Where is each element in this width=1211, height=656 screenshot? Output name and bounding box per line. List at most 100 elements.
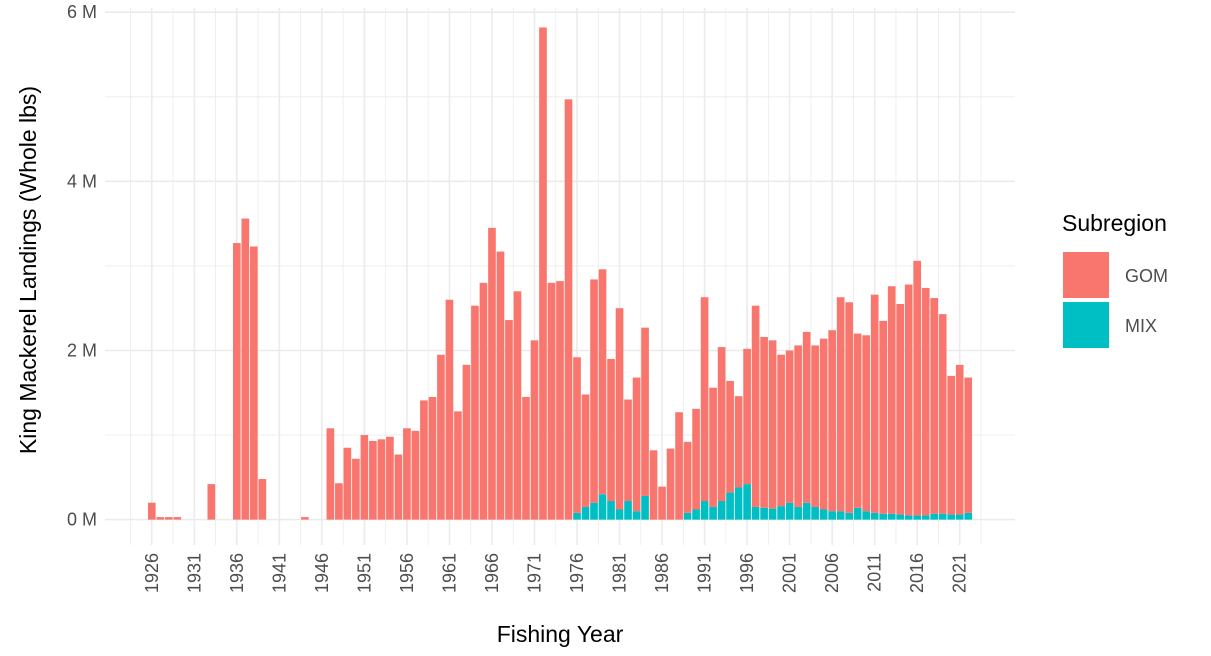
- x-tick-label: 1941: [269, 553, 289, 593]
- bar: [598, 494, 607, 520]
- bar: [471, 305, 479, 520]
- bar: [845, 302, 853, 513]
- y-tick-label: 6 M: [67, 2, 97, 22]
- bar: [675, 412, 683, 520]
- bar: [513, 291, 522, 520]
- bar: [836, 511, 845, 520]
- x-tick-label: 2001: [780, 553, 800, 593]
- bar: [403, 428, 411, 520]
- bar: [505, 320, 513, 520]
- bar: [938, 513, 947, 520]
- bar: [879, 320, 888, 514]
- bar: [904, 284, 913, 516]
- bar: [624, 501, 632, 520]
- bar: [615, 308, 624, 510]
- bar: [607, 501, 615, 520]
- legend-key: [1063, 302, 1109, 348]
- bar: [573, 512, 581, 520]
- bar: [930, 298, 939, 514]
- bar: [462, 364, 471, 520]
- bar: [173, 517, 182, 520]
- bar: [437, 354, 445, 520]
- bar: [777, 354, 785, 507]
- bar: [904, 515, 913, 520]
- bar: [556, 281, 564, 520]
- x-tick-label: 1981: [610, 553, 630, 593]
- bar: [666, 448, 675, 520]
- bar: [394, 454, 403, 520]
- bar: [692, 408, 700, 510]
- bar: [258, 479, 267, 520]
- bar: [853, 507, 862, 520]
- x-tick-label: 1926: [142, 553, 162, 593]
- bar: [896, 514, 905, 520]
- bar: [768, 340, 777, 509]
- bar: [479, 282, 488, 520]
- x-tick-label: 1986: [652, 553, 672, 593]
- bar: [683, 441, 692, 513]
- bar: [709, 506, 717, 520]
- bar: [352, 458, 360, 520]
- bar: [777, 506, 785, 520]
- bar: [564, 99, 573, 520]
- bar: [760, 507, 768, 520]
- bar: [156, 517, 165, 520]
- bar: [207, 484, 216, 520]
- bar: [369, 440, 377, 520]
- bar: [862, 511, 870, 520]
- bar: [785, 502, 794, 520]
- bar: [547, 282, 556, 520]
- bar: [964, 377, 973, 513]
- bar: [632, 511, 641, 520]
- bar: [811, 506, 819, 520]
- bar: [573, 357, 581, 513]
- bar: [887, 513, 896, 520]
- bar: [530, 340, 539, 520]
- x-tick-label: 1991: [695, 553, 715, 593]
- bar: [913, 260, 922, 516]
- bar: [819, 338, 828, 510]
- bar: [726, 492, 734, 520]
- bar: [641, 327, 649, 496]
- bar: [930, 513, 939, 520]
- legend-key: [1063, 252, 1109, 298]
- x-tick-label: 1966: [482, 553, 502, 593]
- bar: [913, 515, 922, 520]
- legend-label: GOM: [1125, 266, 1168, 286]
- bar: [947, 375, 956, 515]
- x-tick-label: 1931: [184, 553, 204, 593]
- bar: [683, 512, 692, 520]
- bar: [522, 397, 530, 520]
- bar: [751, 305, 760, 507]
- bar: [692, 509, 700, 520]
- bar: [726, 380, 734, 493]
- bar: [879, 513, 888, 520]
- bar: [845, 512, 853, 520]
- bar: [785, 350, 794, 503]
- bar: [802, 502, 811, 520]
- bar: [819, 509, 828, 520]
- bar: [947, 514, 956, 520]
- bar: [641, 495, 649, 520]
- x-tick-label: 1976: [567, 553, 587, 593]
- legend-title: Subregion: [1062, 210, 1167, 236]
- bar: [887, 286, 896, 514]
- bar: [428, 397, 437, 520]
- bar: [700, 297, 709, 502]
- x-axis-title: Fishing Year: [497, 621, 624, 647]
- x-tick-label: 1996: [737, 553, 757, 593]
- bar: [360, 435, 369, 520]
- bar: [632, 377, 641, 512]
- bar: [232, 243, 241, 520]
- bar: [496, 251, 505, 520]
- bar: [794, 506, 802, 520]
- bar: [658, 486, 666, 520]
- bar: [921, 515, 930, 520]
- bar: [411, 430, 420, 520]
- bar: [615, 509, 624, 520]
- bar: [250, 246, 258, 520]
- legend-label: MIX: [1125, 316, 1157, 336]
- bar: [743, 484, 751, 520]
- bar: [590, 502, 598, 520]
